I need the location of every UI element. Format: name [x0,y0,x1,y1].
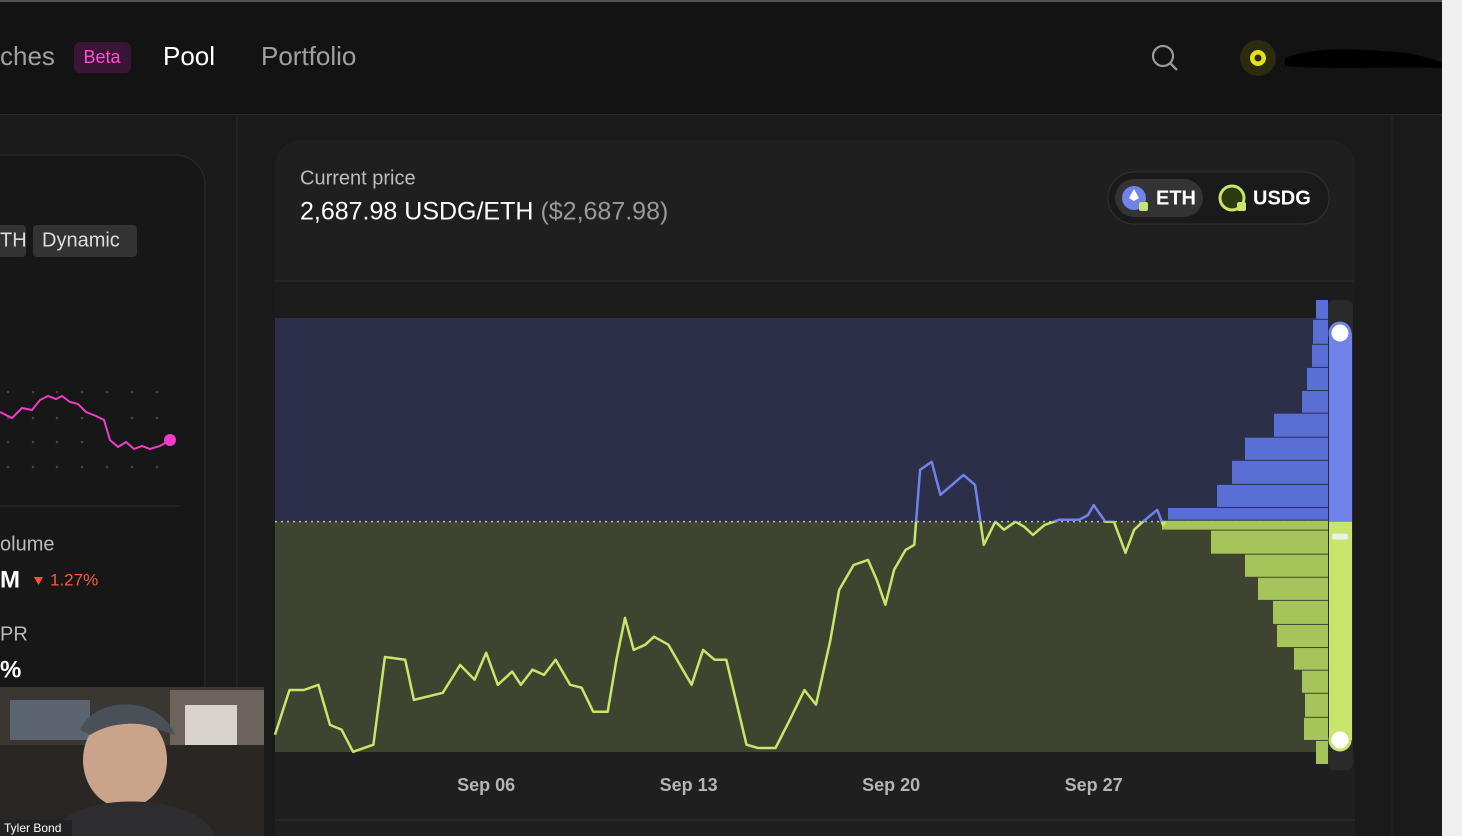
eth-glyph [1129,189,1139,201]
liquidity-bar [1302,670,1328,693]
liquidity-bar [1313,319,1328,344]
tag-chip [33,225,137,257]
volume-value: M [0,566,20,593]
liquidity-bar [1232,460,1328,484]
sparkline-dot [164,434,176,446]
liquidity-bar [1277,624,1328,648]
volume-change: 1.27% [50,570,98,589]
chain-badge [1139,202,1148,211]
nav-portfolio[interactable]: Portfolio [261,41,356,71]
down-arrow [34,577,43,585]
tag: TH [0,229,27,251]
chart: Sep 06 Sep 13 Sep 20 Sep 27 [273,300,1353,795]
volume-label: olume [0,533,54,555]
liquidity-bar [1274,413,1328,437]
nav-swaps[interactable]: ches [0,41,55,71]
price-label: Current price [300,167,416,189]
liquidity-bar [1307,367,1328,391]
liquidity-bar [1168,507,1328,520]
liquidity-bar [1305,693,1328,717]
tag-chip [0,225,26,257]
range-handle[interactable] [1328,728,1352,752]
window-edge [1442,0,1462,836]
webcam: Tyler Bond [0,687,264,836]
chain-badge [1237,202,1246,211]
sparkline [0,394,171,451]
liquidity-bar [1245,437,1328,460]
liquidity-bar [1294,648,1328,670]
price-value: 2,687.98 USDG/ETH [300,198,533,226]
top-divider [0,114,1442,115]
range-lower [1329,521,1352,741]
sparkline-grid [6,390,159,469]
account-avatar[interactable] [1240,40,1276,76]
liquidity-bar [1217,484,1328,507]
top-bar [0,0,1442,115]
beta-badge [74,42,131,73]
liquidity-bar [1302,391,1328,413]
x-tick-label: Sep 27 [1065,775,1123,795]
beta-label: Beta [83,47,121,67]
above-zone [275,318,1328,522]
token[interactable]: USDG [1253,187,1311,209]
range-upper [1329,333,1352,522]
liquidity-bar [1273,600,1328,624]
x-tick-label: Sep 20 [862,775,920,795]
current-marker [1332,533,1348,540]
token[interactable]: ETH [1156,187,1196,209]
nav-pool[interactable]: Pool [163,41,215,71]
liquidity-bar [1162,520,1328,530]
apr-value: % [0,656,21,683]
liquidity-bar [1258,577,1328,600]
tag: Dynamic [42,229,120,251]
below-zone [275,521,1328,752]
price-usd: ($2,687.98) [540,198,668,226]
x-tick-label: Sep 06 [457,775,515,795]
apr-label: PR [0,623,28,645]
liquidity-bar [1304,717,1328,740]
liquidity-bar [1316,740,1328,764]
redacted-name [1285,49,1442,68]
range-handle[interactable] [1328,321,1352,345]
liquidity-bar [1245,554,1328,577]
liquidity-bar [1211,530,1328,554]
liquidity-bar [1316,300,1328,319]
top-border [0,0,1442,2]
search-icon[interactable] [1151,44,1178,71]
price-line [273,460,1167,754]
liquidity-bar [1312,344,1328,367]
x-tick-label: Sep 13 [660,775,718,795]
webcam-name: Tyler Bond [4,821,61,835]
